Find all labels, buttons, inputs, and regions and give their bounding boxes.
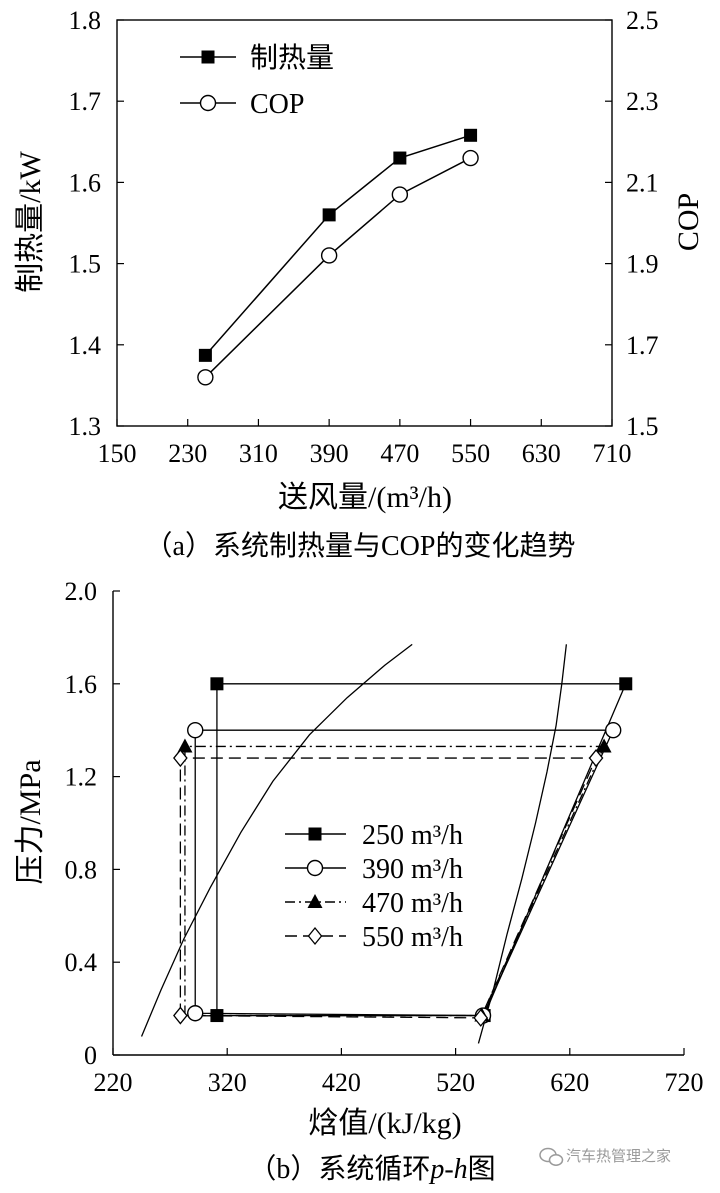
- a-x-tick-label: 470: [380, 439, 419, 468]
- b-series-group: [140, 643, 633, 1044]
- b-saturation-curve-1: [477, 644, 568, 1044]
- b-point-3: [588, 749, 604, 768]
- a-y-tick-label: 1.5: [69, 250, 102, 279]
- a-legend-label: COP: [250, 89, 304, 120]
- watermark-text: 汽车热管理之家: [566, 1147, 671, 1165]
- a-y2-axis-title: COP: [672, 193, 705, 251]
- b-legend-marker: [306, 859, 324, 877]
- a-point-1: [391, 186, 409, 203]
- a-y2-tick-label: 1.5: [626, 412, 659, 441]
- a-x-tick-label: 150: [98, 439, 137, 468]
- b-point-2: [596, 738, 612, 753]
- b-caption-italic: p-h: [428, 1154, 467, 1185]
- b-y-tick-label: 2.0: [65, 577, 98, 606]
- b-point-0: [210, 677, 224, 691]
- b-x-tick-label: 320: [208, 1068, 247, 1097]
- a-point-1: [320, 247, 338, 264]
- a-point-1: [197, 369, 214, 386]
- b-axes-group: 220 320 420 520 620 720 0 0.4 0.8 1.2 1.6 2.0: [65, 577, 704, 1097]
- b-legend-label: 550 m³/h: [362, 922, 463, 953]
- a-y-axis-title: 制热量/kW: [14, 150, 47, 292]
- b-x-tick-label: 420: [322, 1068, 361, 1097]
- b-y-axis-title: 压力/MPa: [14, 759, 47, 884]
- watermark: 汽车热管理之家: [539, 1147, 671, 1166]
- a-x-tick-label: 310: [239, 439, 278, 468]
- b-point-3: [173, 1006, 188, 1025]
- a-x-tick-label: 550: [451, 439, 490, 468]
- a-caption: （a）系统制热量与COP的变化趋势: [145, 530, 576, 562]
- b-y-tick-label: 0: [84, 1041, 97, 1070]
- a-axes-group: 150 230 310 390 470 550 630 710 1.3 1.4 1.5 1.6 1.7 1…: [69, 6, 659, 468]
- a-plot-frame: [116, 19, 613, 427]
- a-point-1: [462, 149, 479, 167]
- a-point-0: [393, 151, 407, 165]
- a-y-tick-label: 1.7: [69, 87, 102, 116]
- b-y-tick-label: 0.8: [65, 855, 98, 884]
- b-saturation-curve-0: [140, 643, 413, 1037]
- b-x-tick-label: 720: [665, 1068, 704, 1097]
- a-series-line-0: [204, 134, 471, 356]
- b-legend-marker: [308, 827, 322, 841]
- b-x-tick-label: 620: [550, 1068, 589, 1097]
- a-x-tick-label: 710: [593, 439, 632, 468]
- a-y2-tick-label: 1.7: [626, 331, 659, 360]
- a-point-0: [322, 208, 336, 222]
- a-x-axis-title: 送风量/(m³/h): [278, 481, 452, 514]
- b-legend-label: 250 m³/h: [362, 820, 463, 851]
- b-y-tick-label: 0.4: [65, 948, 98, 977]
- a-legend-marker: [199, 94, 217, 112]
- b-legend-label: 390 m³/h: [362, 854, 463, 885]
- b-y-tick-label: 1.2: [65, 763, 98, 792]
- b-point-2: [177, 738, 193, 753]
- wechat-icon: [539, 1147, 564, 1166]
- b-legend-marker: [307, 926, 323, 946]
- a-point-0: [198, 348, 212, 362]
- a-y2-tick-label: 2.3: [626, 87, 659, 116]
- b-x-tick-label: 220: [94, 1068, 133, 1097]
- a-series-line-1: [204, 157, 471, 378]
- a-legend-label: 制热量: [250, 42, 334, 74]
- a-y-tick-label: 1.4: [69, 331, 102, 360]
- b-legend-label: 470 m³/h: [362, 888, 463, 919]
- b-point-3: [473, 1008, 489, 1027]
- b-caption: （b）系统循环p-h图: [248, 1153, 495, 1185]
- a-x-tick-label: 630: [522, 439, 561, 468]
- a-legend: 制热量 COP: [180, 42, 334, 120]
- b-point-1: [187, 1005, 204, 1022]
- a-y-tick-label: 1.6: [69, 168, 102, 197]
- a-series-group: [197, 128, 479, 386]
- a-y2-tick-label: 1.9: [626, 250, 659, 279]
- a-legend-marker: [201, 50, 215, 64]
- b-point-1: [604, 721, 622, 739]
- chart-b: 220 320 420 520 620 720 0 0.4 0.8 1.2 1.6 2.0 250 m…: [14, 577, 704, 1185]
- b-legend-marker: [307, 894, 323, 908]
- b-x-tick-label: 520: [436, 1068, 475, 1097]
- a-x-tick-label: 390: [310, 439, 349, 468]
- b-y-tick-label: 1.6: [65, 670, 98, 699]
- a-y-tick-label: 1.8: [69, 6, 102, 35]
- a-y2-tick-label: 2.1: [626, 168, 659, 197]
- b-point-0: [210, 1009, 224, 1023]
- b-caption-part: （b）系统循环: [248, 1153, 430, 1185]
- chart-a: 150 230 310 390 470 550 630 710 1.3 1.4 1.5 1.6 1.7 1…: [14, 6, 705, 562]
- a-x-tick-label: 230: [168, 439, 207, 468]
- a-y-tick-label: 1.3: [69, 412, 102, 441]
- b-point-3: [173, 749, 188, 768]
- b-x-axis-title: 焓值/(kJ/kg): [308, 1107, 461, 1140]
- b-point-1: [187, 721, 204, 739]
- b-point-0: [619, 677, 633, 691]
- a-point-0: [464, 128, 478, 142]
- b-caption-part: 图: [468, 1154, 496, 1185]
- a-y2-tick-label: 2.5: [626, 6, 659, 35]
